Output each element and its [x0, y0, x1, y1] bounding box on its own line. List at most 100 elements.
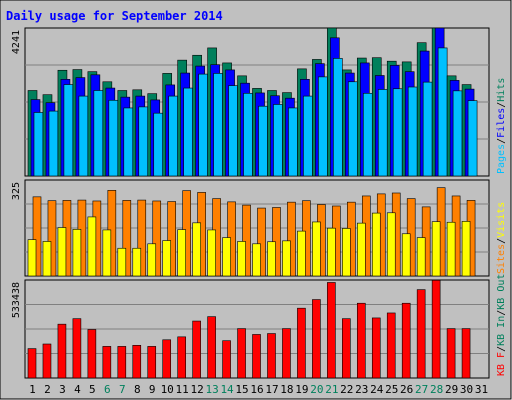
x-tick-label: 25	[385, 383, 398, 396]
legend-part: KB Out	[496, 274, 507, 310]
bar-visits	[446, 221, 456, 277]
x-tick-label: 27	[415, 383, 428, 396]
bar-visits	[237, 241, 246, 277]
bar-kb-out	[416, 289, 426, 379]
bar-visits	[117, 247, 127, 277]
x-tick-label: 26	[400, 383, 413, 396]
bar-kb-out	[177, 336, 186, 379]
bar-pages	[288, 107, 298, 177]
bar-pages	[452, 90, 463, 177]
bar-pages	[153, 112, 164, 177]
bar-pages	[123, 107, 134, 177]
bar-kb-out	[282, 328, 291, 379]
legend-part: Pages	[496, 144, 507, 174]
bar-kb-out	[252, 334, 261, 379]
bar-kb-out	[356, 302, 366, 379]
bar-pages	[273, 104, 283, 177]
x-tick-label: 29	[445, 383, 458, 396]
bar-kb-out	[371, 317, 381, 379]
bar-pages	[228, 85, 238, 177]
x-tick-label: 28	[430, 383, 443, 396]
legend-part: /	[496, 238, 507, 244]
bar-pages	[183, 87, 193, 177]
x-tick-label: 7	[119, 383, 126, 396]
x-tick-label: 24	[370, 383, 384, 396]
bar-visits	[356, 222, 366, 277]
bar-visits	[222, 237, 231, 277]
bar-pages	[437, 47, 448, 177]
bar-kb-out	[461, 328, 471, 379]
bar-visits	[386, 212, 396, 277]
bar-kb-out	[267, 333, 276, 379]
x-axis-day-labels: 1 2 3 4 5 6 7 8 9 10 11 12 13 14 15 16 17 18 19 20 21 22 23 24 2…	[29, 383, 488, 396]
x-tick-label: 13	[205, 383, 218, 396]
bar-kb-out	[147, 346, 157, 379]
bar-kb-out	[117, 346, 127, 379]
legend-part: Sites	[496, 244, 507, 274]
panel-visits-sites: 325 Sites/Visits	[11, 179, 507, 277]
bar-visits	[177, 229, 186, 277]
legend-part: /	[496, 310, 507, 316]
bar-kb-out	[237, 328, 246, 379]
bar-visits	[371, 212, 381, 277]
bar-kb-out	[42, 343, 52, 379]
x-tick-label: 9	[149, 383, 156, 396]
x-tick-label: 11	[176, 383, 189, 396]
legend-part: KB In	[496, 316, 507, 346]
x-tick-label: 15	[235, 383, 248, 396]
bar-visits	[431, 221, 441, 277]
x-tick-label: 30	[460, 383, 473, 396]
bar-kb-out	[132, 344, 142, 379]
bar-pages	[198, 73, 208, 177]
bar-visits	[162, 240, 172, 277]
legend-part: KB F	[496, 352, 507, 376]
bar-pages	[377, 89, 388, 177]
bar-sites	[32, 196, 42, 277]
x-tick-label: 17	[265, 383, 278, 396]
bar-kb-out	[27, 348, 37, 379]
x-tick-label: 20	[310, 383, 323, 396]
legend-part: Hits	[496, 78, 507, 102]
x-tick-label: 8	[134, 383, 141, 396]
bar-pages	[258, 105, 268, 177]
bar-sites	[122, 200, 132, 277]
x-tick-label: 4	[74, 383, 81, 396]
legend-part: Files	[496, 108, 507, 138]
bar-kb-out	[222, 340, 231, 379]
bar-sites	[242, 204, 251, 277]
series-legend: Sites/Visits	[496, 202, 507, 274]
x-tick-label: 1	[29, 383, 36, 396]
bar-visits	[72, 229, 82, 277]
bar-visits	[42, 241, 52, 277]
x-tick-label: 18	[280, 383, 293, 396]
bar-kb-out	[87, 329, 97, 379]
x-tick-label: 2	[44, 383, 51, 396]
x-tick-label: 21	[325, 383, 338, 396]
bar-sites	[257, 207, 266, 277]
bar-visits	[416, 237, 426, 277]
bar-pages	[348, 81, 358, 177]
chart-title: Daily usage for September 2014	[6, 9, 223, 23]
bar-visits	[401, 233, 411, 277]
legend-part: /	[496, 102, 507, 108]
bar-visits	[57, 227, 67, 277]
x-tick-label: 31	[475, 383, 488, 396]
bar-visits	[102, 229, 112, 277]
bar-kb-out	[102, 346, 112, 379]
bar-pages	[407, 86, 418, 177]
bar-pages	[78, 95, 89, 177]
bar-visits	[132, 247, 142, 277]
legend-part: /	[496, 138, 507, 144]
series-legend: Pages/Files/Hits	[496, 78, 507, 174]
x-tick-label: 10	[161, 383, 174, 396]
bar-kb-out	[207, 316, 216, 379]
bar-pages	[362, 92, 373, 177]
bar-pages	[168, 95, 179, 177]
bar-visits	[267, 241, 276, 277]
bar-pages	[422, 81, 433, 177]
x-tick-label: 5	[89, 383, 96, 396]
bar-sites	[152, 200, 162, 277]
